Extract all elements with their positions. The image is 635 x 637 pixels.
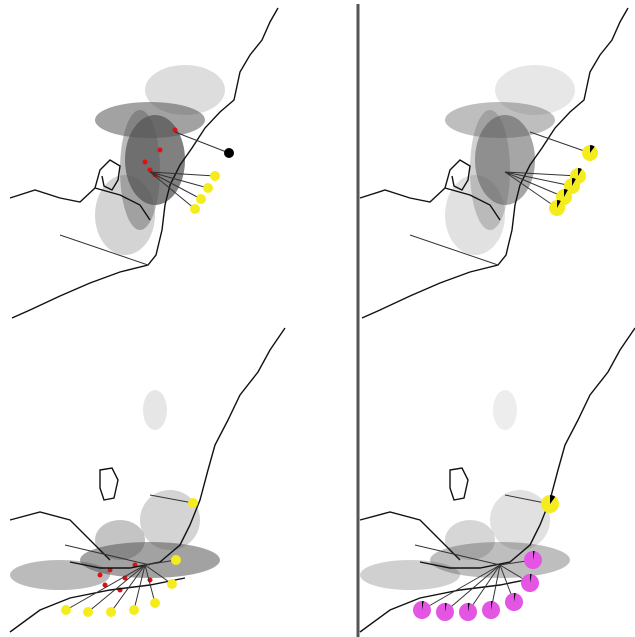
marker — [167, 579, 177, 589]
terrain — [470, 110, 510, 230]
marker — [171, 555, 181, 565]
marker — [129, 605, 139, 615]
terrain — [145, 65, 225, 115]
marker — [224, 148, 234, 158]
marker — [83, 607, 93, 617]
marker — [106, 607, 116, 617]
sample-site — [173, 128, 178, 133]
map-figure — [0, 0, 635, 637]
terrain — [143, 390, 167, 430]
terrain — [120, 110, 160, 230]
marker — [210, 171, 220, 181]
marker — [203, 183, 213, 193]
marker — [190, 204, 200, 214]
terrain — [490, 490, 550, 550]
marker — [196, 194, 206, 204]
sample-site — [143, 160, 148, 165]
marker — [188, 498, 198, 508]
terrain — [10, 560, 110, 590]
sample-site — [98, 573, 103, 578]
terrain — [360, 560, 460, 590]
terrain — [493, 390, 517, 430]
marker — [150, 598, 160, 608]
terrain — [495, 65, 575, 115]
marker — [61, 605, 71, 615]
sample-site — [158, 148, 163, 153]
